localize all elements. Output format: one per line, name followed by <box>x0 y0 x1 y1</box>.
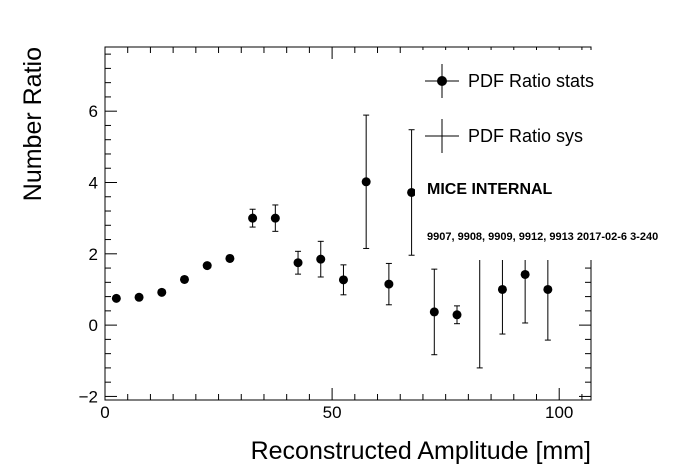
annotation-run-info: 9907, 9908, 9909, 9912, 9913 2017-02-6 3… <box>427 231 658 243</box>
point-marker <box>429 307 439 317</box>
point-marker <box>225 253 235 263</box>
y-tick-label: 6 <box>89 102 98 121</box>
data-point <box>225 253 235 263</box>
point-marker <box>338 275 348 285</box>
x-tick-label: 0 <box>100 403 109 422</box>
legend-sys-label: PDF Ratio sys <box>468 126 583 146</box>
point-marker <box>270 213 280 223</box>
y-tick-label: 0 <box>89 316 98 335</box>
point-marker <box>293 258 303 268</box>
y-tick-label: −2 <box>79 387 98 406</box>
point-marker <box>543 284 553 294</box>
data-point <box>248 208 258 228</box>
data-marks <box>111 114 553 369</box>
legend: PDF Ratio stats PDF Ratio sys MICE INTER… <box>415 50 658 260</box>
point-marker <box>497 284 507 294</box>
data-point <box>179 274 189 284</box>
point-marker <box>179 274 189 284</box>
y-tick-label: 4 <box>89 173 98 192</box>
legend-box <box>415 50 620 260</box>
legend-stats-label: PDF Ratio stats <box>468 71 594 91</box>
data-point <box>134 292 144 302</box>
x-tick-label: 50 <box>323 403 342 422</box>
data-point <box>270 204 280 232</box>
data-point <box>429 268 439 356</box>
point-marker <box>316 254 326 264</box>
point-marker <box>361 177 371 187</box>
data-point <box>202 261 212 271</box>
data-point <box>361 114 371 249</box>
point-marker <box>248 213 258 223</box>
legend-stats-marker-icon <box>437 76 447 86</box>
point-marker <box>520 269 530 279</box>
data-point <box>157 287 167 297</box>
data-point <box>384 262 394 306</box>
x-axis-title: Reconstructed Amplitude [mm] <box>251 437 591 465</box>
point-marker <box>202 261 212 271</box>
data-point <box>316 240 326 278</box>
point-marker <box>384 279 394 289</box>
point-marker <box>452 310 462 320</box>
data-point <box>407 129 417 256</box>
annotation-mice-internal: MICE INTERNAL <box>427 181 553 198</box>
point-marker <box>111 293 121 303</box>
y-tick-label: 2 <box>89 245 98 264</box>
x-tick-label: 100 <box>545 403 573 422</box>
data-point <box>338 264 348 296</box>
point-marker <box>157 287 167 297</box>
data-point <box>293 250 303 275</box>
point-marker <box>134 292 144 302</box>
y-axis-title: Number Ratio <box>19 47 47 201</box>
data-point <box>452 305 462 325</box>
point-marker <box>407 187 417 197</box>
data-point <box>111 293 121 303</box>
